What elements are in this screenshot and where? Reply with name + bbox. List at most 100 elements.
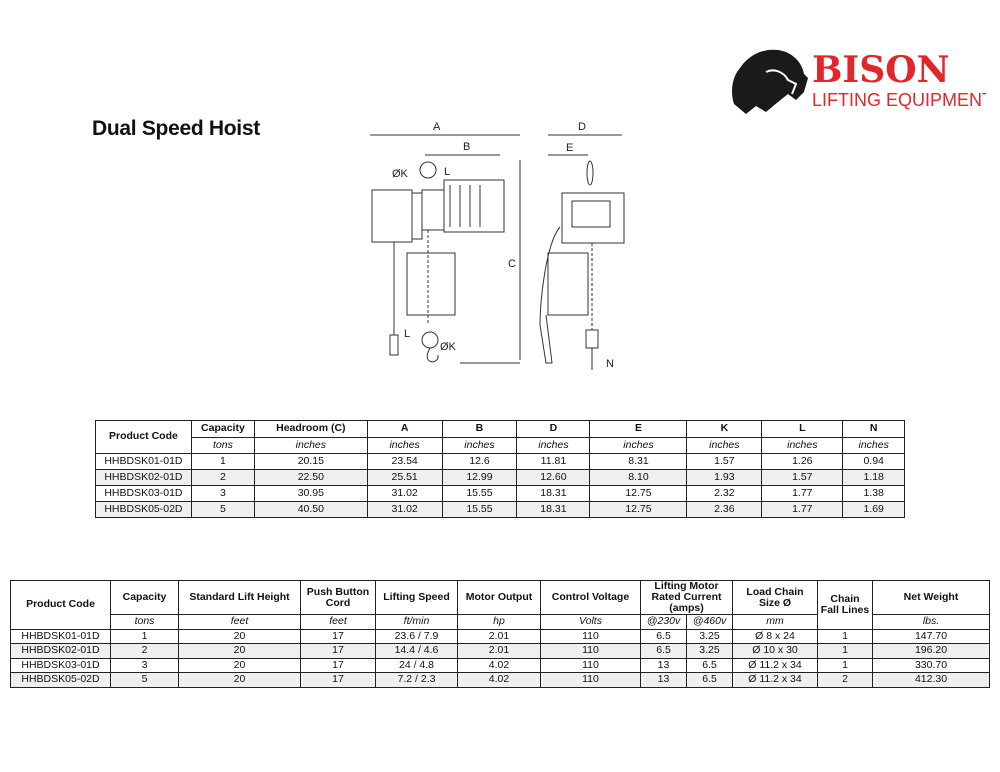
table-cell: 0.94 bbox=[842, 453, 905, 470]
table-cell: 1 bbox=[190, 453, 255, 470]
table-cell: 110 bbox=[540, 657, 641, 674]
table-cell: 4.02 bbox=[457, 657, 541, 674]
column-header: Push Button Cord bbox=[300, 579, 376, 616]
table-cell: 12.75 bbox=[589, 485, 688, 502]
table-cell: 2.36 bbox=[686, 501, 763, 518]
table-cell: 3.25 bbox=[686, 643, 733, 659]
table-cell: 20.15 bbox=[253, 453, 368, 470]
label-c: C bbox=[508, 258, 516, 270]
table-cell: 6.5 bbox=[686, 657, 733, 674]
table-cell: 1.57 bbox=[761, 469, 844, 486]
table-cell: 3 bbox=[190, 485, 255, 502]
column-header: Load Chain Size Ø bbox=[732, 579, 818, 616]
column-header: L bbox=[761, 420, 844, 438]
table-cell: 1.93 bbox=[686, 469, 763, 486]
label-n: N bbox=[606, 358, 614, 370]
table-cell: Ø 11.2 x 34 bbox=[732, 672, 818, 688]
table-cell: 12.60 bbox=[516, 469, 591, 486]
table-cell: 8.31 bbox=[589, 453, 688, 470]
table-cell: 17 bbox=[300, 657, 376, 674]
table-cell: 1.69 bbox=[842, 501, 905, 518]
table-cell: 110 bbox=[540, 672, 641, 688]
table-row: HHBDSK05-02D 5 40.50 31.02 15.55 18.31 12.75 2.… bbox=[95, 501, 905, 518]
table-cell: HHBDSK03-01D bbox=[95, 485, 192, 502]
table-cell: 18.31 bbox=[516, 485, 591, 502]
table-cell: 12.99 bbox=[441, 469, 518, 486]
table-row: HHBDSK02-01D 2 20 17 14.4 / 4.6 2.01 110 6.5 3.2… bbox=[10, 643, 990, 659]
table-cell: 2.32 bbox=[686, 485, 763, 502]
table-cell: 2.01 bbox=[457, 643, 541, 659]
unit-cell: hp bbox=[457, 614, 541, 630]
column-header: Capacity bbox=[190, 420, 255, 438]
table-row: HHBDSK03-01D 3 20 17 24 / 4.8 4.02 110 13 6.5 Ø 1… bbox=[10, 657, 990, 674]
table-row: HHBDSK01-01D 1 20.15 23.54 12.6 11.81 8.31 1.57… bbox=[95, 453, 905, 470]
label-l-bottom: L bbox=[404, 328, 410, 340]
table-cell: HHBDSK03-01D bbox=[10, 657, 111, 674]
table-cell: 4.02 bbox=[457, 672, 541, 688]
table-cell: 15.55 bbox=[441, 485, 518, 502]
brand-text: BISON bbox=[812, 49, 950, 91]
table-cell: 12.75 bbox=[589, 501, 688, 518]
label-b: B bbox=[463, 141, 470, 153]
table-cell: 6.5 bbox=[640, 643, 687, 659]
table-cell: 20 bbox=[178, 672, 301, 688]
column-header: Standard Lift Height bbox=[178, 579, 301, 616]
unit-cell: feet bbox=[300, 614, 376, 630]
table-cell: 40.50 bbox=[253, 501, 368, 518]
units-row: tons inches inches inches inches inches inches… bbox=[96, 437, 905, 454]
label-a: A bbox=[433, 121, 441, 133]
table-cell: 110 bbox=[540, 643, 641, 659]
unit-cell: tons bbox=[190, 437, 255, 454]
table-cell: 6.5 bbox=[686, 672, 733, 688]
specifications-table: Product Code Capacity Standard Lift Height… bbox=[10, 579, 990, 688]
unit-cell: inches bbox=[366, 437, 443, 454]
table-cell: 13 bbox=[640, 672, 687, 688]
column-header: A bbox=[366, 420, 443, 438]
table-cell: 1.57 bbox=[686, 453, 763, 470]
column-header: E bbox=[589, 420, 688, 438]
column-header: K bbox=[686, 420, 763, 438]
table-cell: HHBDSK01-01D bbox=[10, 628, 111, 645]
table-cell: 17 bbox=[300, 672, 376, 688]
label-l-top: L bbox=[444, 166, 450, 178]
unit-cell: tons bbox=[110, 614, 179, 630]
table-cell: 20 bbox=[178, 643, 301, 659]
table-cell: 1 bbox=[817, 657, 873, 674]
label-k-top: ØK bbox=[392, 168, 409, 180]
table-cell: 196.20 bbox=[872, 643, 990, 659]
unit-cell: inches bbox=[842, 437, 905, 454]
column-header: Capacity bbox=[110, 579, 179, 616]
unit-cell: inches bbox=[589, 437, 688, 454]
column-header: D bbox=[516, 420, 591, 438]
table-cell: 12.6 bbox=[441, 453, 518, 470]
header-row: Product Code Capacity Headroom (C) A B D E K L N bbox=[95, 420, 905, 454]
table-cell: 2 bbox=[190, 469, 255, 486]
table-cell: 7.2 / 2.3 bbox=[375, 672, 458, 688]
table-cell: 24 / 4.8 bbox=[375, 657, 458, 674]
table-cell: 412.30 bbox=[872, 672, 990, 688]
table-cell: HHBDSK01-01D bbox=[95, 453, 192, 470]
table-cell: 18.31 bbox=[516, 501, 591, 518]
table-cell: 22.50 bbox=[253, 469, 368, 486]
table-cell: 31.02 bbox=[366, 501, 443, 518]
table-cell: 23.54 bbox=[366, 453, 443, 470]
tagline-text: LIFTING EQUIPMENT bbox=[812, 90, 986, 110]
table-cell: 5 bbox=[110, 672, 179, 688]
table-cell: 20 bbox=[178, 657, 301, 674]
table-cell: 1 bbox=[110, 628, 179, 645]
column-header: Headroom (C) bbox=[253, 420, 368, 438]
table-cell: 13 bbox=[640, 657, 687, 674]
table-cell: 147.70 bbox=[872, 628, 990, 645]
table-cell: 3 bbox=[110, 657, 179, 674]
table-cell: 25.51 bbox=[366, 469, 443, 486]
unit-cell: mm bbox=[732, 614, 818, 630]
label-e: E bbox=[566, 142, 573, 154]
unit-cell: lbs. bbox=[872, 614, 990, 630]
table-cell: Ø 11.2 x 34 bbox=[732, 657, 818, 674]
table-cell: 1.26 bbox=[761, 453, 844, 470]
table-cell: 17 bbox=[300, 643, 376, 659]
table-cell: 3.25 bbox=[686, 628, 733, 645]
column-header: Motor Output bbox=[457, 579, 541, 616]
